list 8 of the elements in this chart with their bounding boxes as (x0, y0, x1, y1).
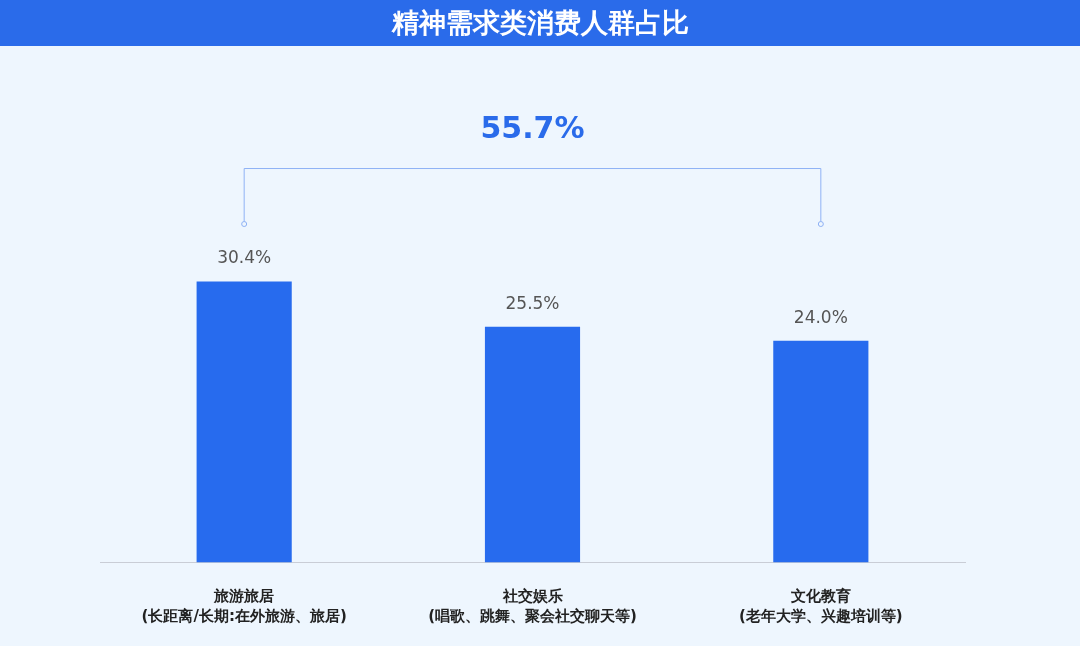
x-tick-label: 文化教育 (老年大学、兴趣培训等) (738, 586, 903, 625)
x-tick-label: 社交娱乐 (唱歌、跳舞、聚会社交聊天等) (428, 586, 637, 625)
text: 55.7% (480, 110, 585, 146)
data-label: 30.4% (217, 247, 272, 268)
data-label: 25.5% (505, 292, 560, 313)
x-tick-label: 旅游旅居 (长距离/长期:在外旅游、旅居) (141, 586, 347, 625)
chart-title: 精神需求类消费人群占比 (0, 0, 1080, 46)
data-label: 24.0% (793, 306, 848, 327)
